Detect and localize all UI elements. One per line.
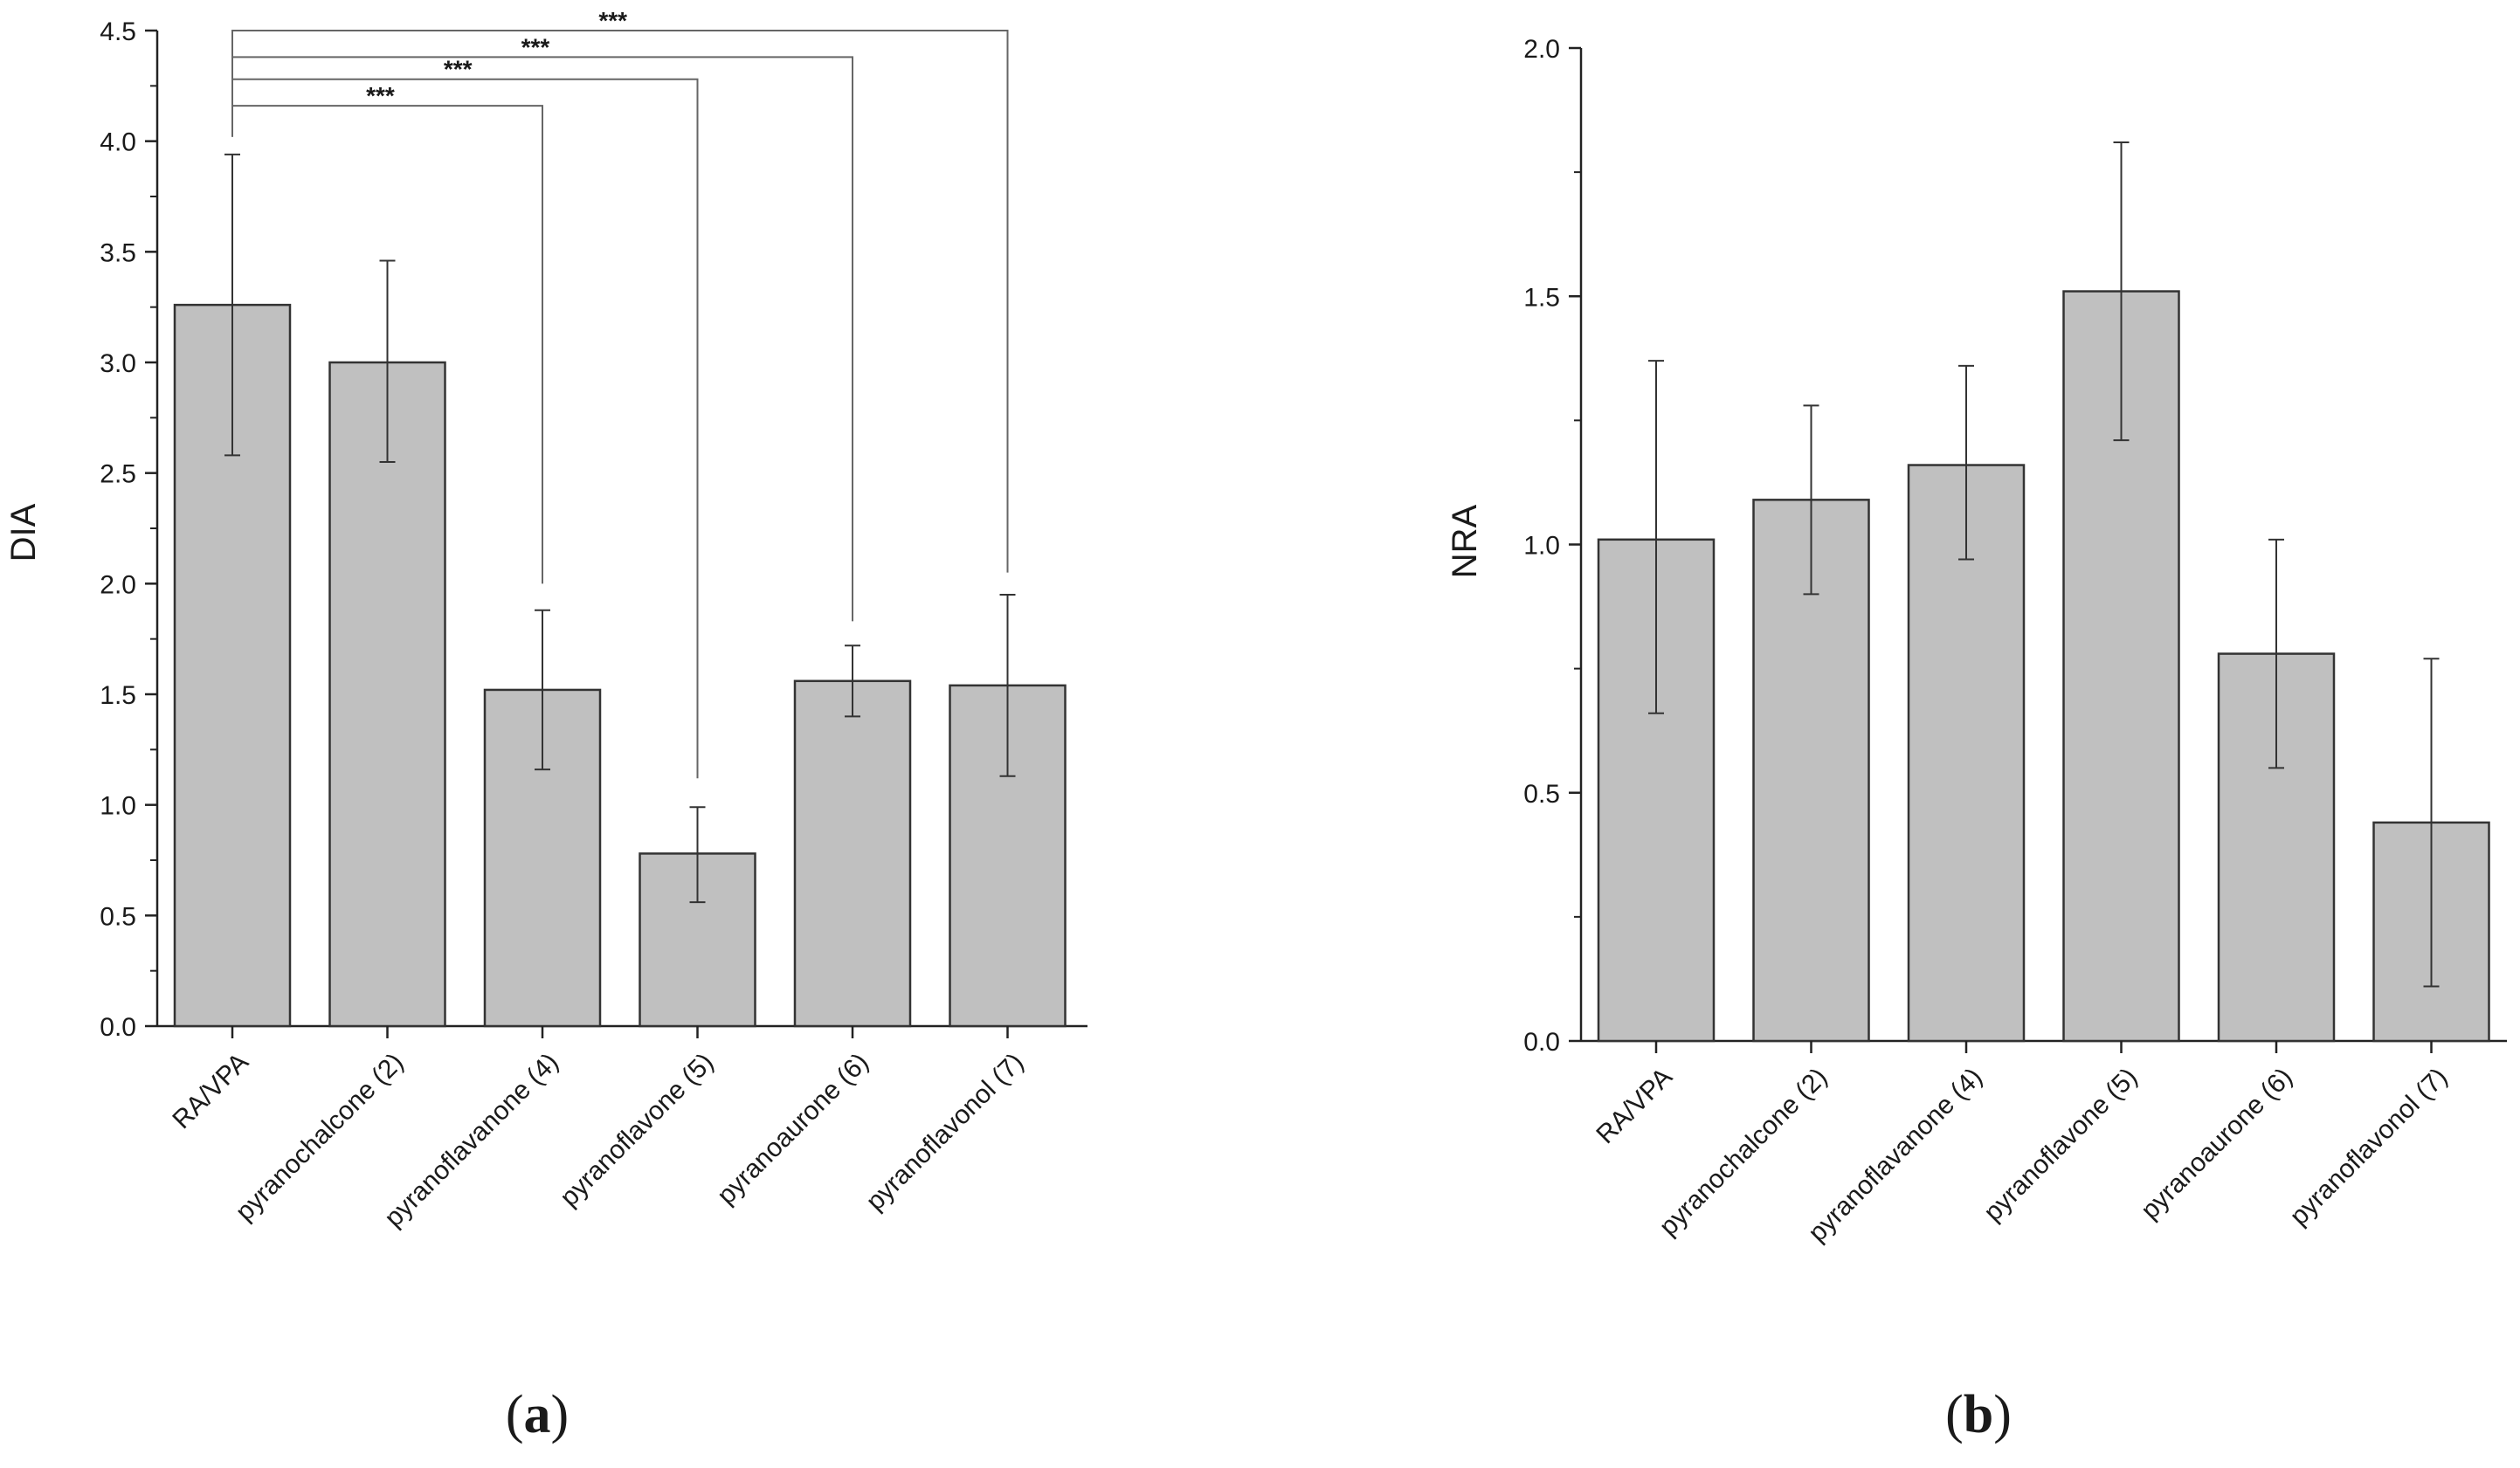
chart-b-category-label: pyranoflavonol (7) xyxy=(2284,1063,2453,1231)
chart-a-y-tick-label: 2.5 xyxy=(100,460,136,489)
chart-b-category-label: pyranoaurone (6) xyxy=(2136,1063,2298,1225)
panel-b-caption-open: ( xyxy=(1945,1385,1964,1444)
chart-b-y-tick-label: 0.0 xyxy=(1523,1028,1560,1057)
panel-b-caption: (b) xyxy=(1945,1385,2012,1444)
chart-b-category-label: pyranoflavanone (4) xyxy=(1803,1063,1988,1248)
chart-a-y-tick-label: 1.0 xyxy=(100,792,136,821)
chart-b-category-label: RA/VPA xyxy=(1591,1063,1678,1150)
chart-a-y-tick-label: 4.0 xyxy=(100,128,136,157)
chart-b-y-tick-label: 2.0 xyxy=(1523,35,1560,64)
panel-b-caption-close: ) xyxy=(1993,1385,2012,1444)
chart-a-y-tick-label: 0.0 xyxy=(100,1013,136,1042)
chart-a-bar xyxy=(793,679,912,1028)
panel-a-caption: (a) xyxy=(506,1385,569,1444)
chart-b-category-label: pyranochalcone (2) xyxy=(1654,1063,1833,1242)
chart-a-bar xyxy=(173,303,292,1028)
chart-a-significance-label: *** xyxy=(366,82,395,109)
chart-a-category-label: pyranoflavone (5) xyxy=(555,1048,719,1212)
panel-b-caption-letter: b xyxy=(1964,1385,1993,1444)
chart-a-significance-bracket xyxy=(231,78,699,779)
chart-a-y-tick-label: 1.5 xyxy=(100,681,136,710)
panel-a-caption-close: ) xyxy=(551,1385,570,1444)
chart-a-y-tick-label: 3.0 xyxy=(100,349,136,378)
chart-a-category-label: pyranoaurone (6) xyxy=(712,1048,874,1210)
chart-a-y-axis-label: DIA xyxy=(4,503,43,562)
chart-a-category-label: pyranochalcone (2) xyxy=(231,1048,410,1227)
chart-a-significance-bracket xyxy=(231,30,1009,573)
panel-a-caption-open: ( xyxy=(506,1385,524,1444)
chart-b-y-axis-label: NRA xyxy=(1446,504,1484,578)
chart-a-dia: 0.00.51.01.52.02.53.03.54.04.5DIARA/VPAp… xyxy=(4,7,1087,1233)
chart-a-y-tick-label: 4.5 xyxy=(100,17,136,46)
chart-a-significance-label: *** xyxy=(444,56,473,83)
chart-a-y-tick-label: 0.5 xyxy=(100,902,136,931)
chart-b-y-tick-label: 1.0 xyxy=(1523,532,1560,561)
chart-b-y-tick-label: 1.5 xyxy=(1523,283,1560,312)
chart-a-category-label: RA/VPA xyxy=(167,1048,254,1135)
panel-a-caption-letter: a xyxy=(524,1385,551,1444)
chart-a-y-tick-label: 3.5 xyxy=(100,238,136,267)
chart-a-significance-label: *** xyxy=(598,7,627,34)
chart-a-category-label: pyranoflavanone (4) xyxy=(379,1048,564,1233)
chart-b-category-label: pyranoflavone (5) xyxy=(1978,1063,2143,1227)
chart-a-y-tick-label: 2.0 xyxy=(100,570,136,599)
chart-a-category-label: pyranoflavonol (7) xyxy=(860,1048,1029,1216)
chart-b-y-tick-label: 0.5 xyxy=(1523,780,1560,809)
chart-b-bar xyxy=(1907,464,2026,1043)
chart-a-significance-label: *** xyxy=(521,33,550,60)
